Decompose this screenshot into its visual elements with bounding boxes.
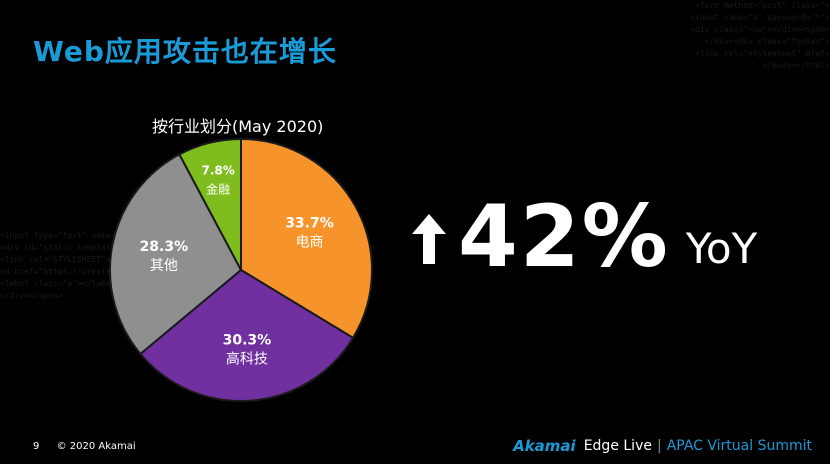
- slice-category-label: 高科技: [226, 350, 268, 367]
- chart-title: 按行业划分(May 2020): [152, 117, 324, 136]
- copyright: © 2020 Akamai: [56, 441, 136, 452]
- page-title: Web应用攻击也在增长: [33, 35, 337, 68]
- slice-value-label: 33.7%: [285, 215, 334, 231]
- pie-slice-2: [109, 153, 243, 356]
- page-number: 9: [33, 441, 40, 452]
- slice-category-label: 其他: [150, 258, 178, 274]
- slice-category-label: 电商: [295, 234, 323, 250]
- event-name: Edge Live: [583, 438, 652, 454]
- slice-value-label: 30.3%: [223, 332, 272, 348]
- summit-name: APAC Virtual Summit: [666, 438, 812, 454]
- footer: 9 © 2020 Akamai: [33, 441, 136, 452]
- brand-footer: Akamai Edge Live | APAC Virtual Summit: [513, 437, 812, 455]
- pie-slice-0: [240, 137, 373, 340]
- pie-slice-3: [178, 137, 242, 271]
- yoy-stat: 42% YoY: [412, 180, 757, 280]
- pie-slice-1: [138, 268, 355, 402]
- slice-category-label: 金融: [206, 181, 230, 196]
- brand-separator: |: [656, 438, 662, 454]
- yoy-value: 42%: [458, 187, 670, 287]
- slice-value-label: 7.8%: [201, 163, 234, 177]
- akamai-logo: Akamai: [513, 437, 576, 455]
- slice-value-label: 28.3%: [140, 239, 189, 255]
- up-arrow-icon: [412, 214, 446, 264]
- yoy-unit: YoY: [685, 224, 758, 273]
